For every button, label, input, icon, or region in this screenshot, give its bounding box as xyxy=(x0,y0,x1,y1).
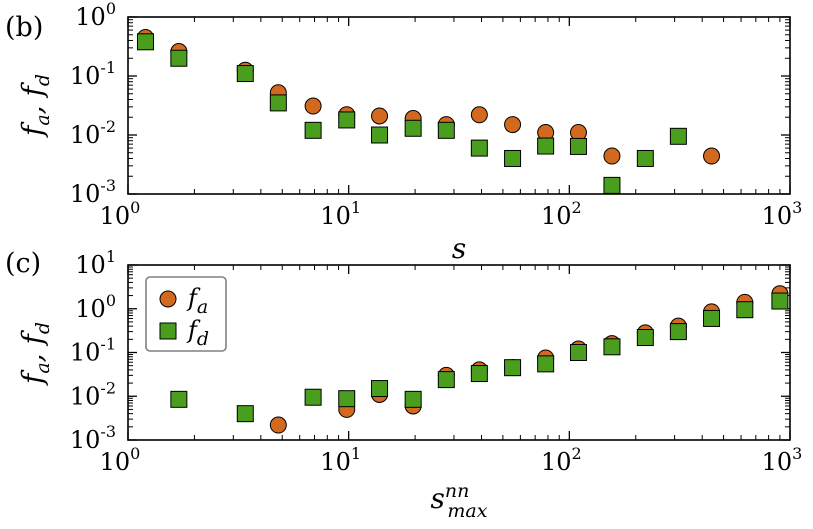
data-point-f_a-6 xyxy=(371,107,389,125)
x-axis-title: snn max xyxy=(431,480,488,522)
data-point-f_d-5 xyxy=(338,111,356,129)
x-tick-label: 100 xyxy=(100,198,141,230)
data-point-f_d-8 xyxy=(504,359,522,377)
data-point-f_d-13 xyxy=(603,176,621,194)
x-tick-label: 101 xyxy=(320,444,361,476)
y-tick-label: 100 xyxy=(75,291,116,323)
y-tick-label: 10-2 xyxy=(70,117,116,149)
y-tick-label: 100 xyxy=(75,0,116,31)
data-point-f_d-14 xyxy=(636,149,654,167)
data-point-f_d-9 xyxy=(537,355,555,373)
data-point-f_d-4 xyxy=(371,380,389,398)
x-tick-label: 102 xyxy=(541,198,582,230)
data-point-f_d-9 xyxy=(470,139,488,157)
data-point-f_d-11 xyxy=(537,137,555,155)
legend-marker-f_d xyxy=(159,322,177,340)
data-point-f_d-16 xyxy=(771,292,789,310)
y-axis-title: fa, fd xyxy=(16,74,54,138)
data-point-f_d-6 xyxy=(437,371,455,389)
x-tick-label: 103 xyxy=(762,444,803,476)
data-point-f_d-5 xyxy=(404,390,422,408)
data-point-f_d-8 xyxy=(437,121,455,139)
data-point-f_a-14 xyxy=(703,147,721,165)
y-tick-label: 10-1 xyxy=(70,335,116,367)
data-point-f_d-12 xyxy=(636,329,654,347)
y-tick-label: 10-3 xyxy=(70,422,116,454)
data-point-f_d-7 xyxy=(470,365,488,383)
x-axis-title: s xyxy=(452,232,466,265)
chart-panel-0: (b) 100 101 102 103 10-3 10-2 10-1 100 s fa, fd xyxy=(5,0,802,265)
plot-frame xyxy=(127,264,791,441)
data-point-f_d-10 xyxy=(569,344,587,361)
data-point-f_d-1 xyxy=(236,405,254,423)
data-point-f_d-14 xyxy=(703,309,721,327)
legend-marker-f_a xyxy=(159,290,177,308)
data-point-f_d-1 xyxy=(170,49,188,67)
plot-frame xyxy=(127,16,791,195)
data-point-f_d-6 xyxy=(371,126,389,144)
data-point-f_d-2 xyxy=(236,65,254,83)
y-tick-label: 10-3 xyxy=(70,176,116,208)
x-tick-label: 103 xyxy=(762,198,803,230)
x-tick-label: 102 xyxy=(541,444,582,476)
data-point-f_a-13 xyxy=(603,147,621,165)
data-point-f_a-0 xyxy=(269,416,287,434)
data-point-f_d-11 xyxy=(603,338,621,356)
data-point-f_d-15 xyxy=(736,301,754,319)
data-point-f_a-9 xyxy=(470,106,488,124)
data-point-f_d-4 xyxy=(304,121,322,139)
panel-label: (b) xyxy=(5,12,43,43)
x-tick-label: 100 xyxy=(100,444,141,476)
panel-label: (c) xyxy=(5,248,41,279)
data-point-f_d-15 xyxy=(669,127,687,145)
data-point-f_d-3 xyxy=(338,390,356,408)
y-tick-label: 101 xyxy=(75,247,116,279)
data-point-f_a-4 xyxy=(304,97,322,115)
y-axis-title: fa, fd xyxy=(16,322,54,386)
data-point-f_d-13 xyxy=(669,323,687,341)
data-point-f_d-2 xyxy=(304,388,322,406)
y-tick-label: 10-1 xyxy=(70,58,116,90)
data-point-f_d-10 xyxy=(504,149,522,167)
x-tick-label: 101 xyxy=(320,198,361,230)
chart-panel-1: (c) 100 101 102 103 10-3 10-2 10-1 100 101 snn max f… xyxy=(5,247,802,522)
data-point-f_d-0 xyxy=(136,33,154,51)
data-point-f_a-10 xyxy=(504,116,522,134)
data-point-f_d-7 xyxy=(404,119,422,137)
legend-box xyxy=(145,276,227,352)
data-point-f_d-3 xyxy=(269,94,287,112)
y-tick-label: 10-2 xyxy=(70,378,116,410)
data-point-f_d-12 xyxy=(569,137,587,155)
data-point-f_d-0 xyxy=(170,390,188,408)
